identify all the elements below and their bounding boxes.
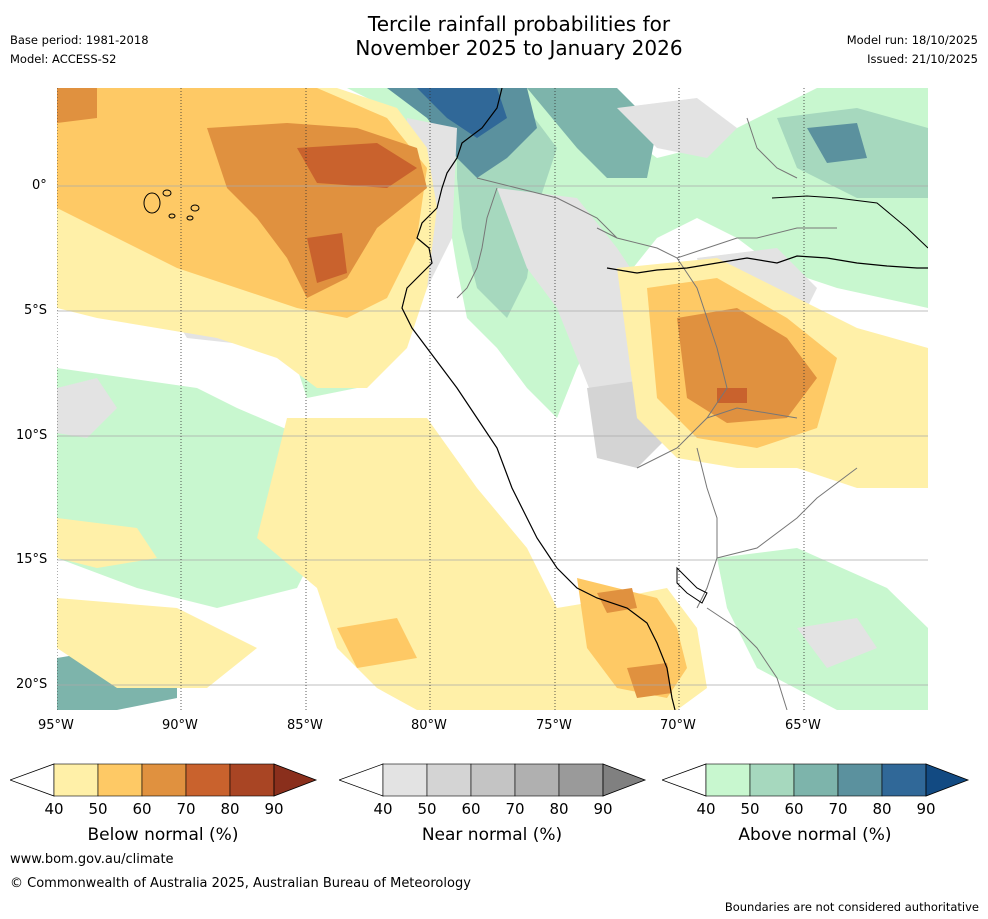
grey-area (797, 618, 877, 668)
below-swatch (273, 763, 318, 797)
below-tick: 70 (176, 800, 196, 818)
above-swatch (881, 763, 927, 797)
map-title: Tercile rainfall probabilities for Novem… (194, 12, 844, 60)
below-swatch (185, 763, 231, 797)
issued-date: Issued: 21/10/2025 (867, 52, 978, 66)
above-normal-title: Above normal (%) (738, 825, 892, 845)
grey-area (617, 98, 737, 158)
below-tick: 40 (44, 800, 64, 818)
yellow-area (337, 618, 417, 668)
above-normal-colorbar (662, 763, 970, 797)
lon-label-75w: 75°W (536, 718, 572, 733)
yellow-area (57, 518, 157, 568)
orange-area (627, 663, 672, 698)
above-tick: 60 (784, 800, 804, 818)
orange-area (297, 143, 417, 188)
near-swatch (470, 763, 516, 797)
lon-label-95w: 95°W (38, 718, 74, 733)
below-normal-title: Below normal (%) (87, 825, 239, 845)
title-line-2: November 2025 to January 2026 (355, 36, 683, 60)
lake-titicaca (676, 566, 708, 604)
near-normal-title: Near normal (%) (421, 825, 563, 845)
near-tick: 80 (549, 800, 569, 818)
near-tick: 90 (593, 800, 613, 818)
lat-label-10s: 10°S (16, 428, 48, 443)
above-tick: 50 (740, 800, 760, 818)
map-canvas (57, 88, 928, 710)
orange-area (57, 88, 97, 123)
below-swatch (229, 763, 275, 797)
near-swatch (602, 763, 647, 797)
near-swatch (558, 763, 604, 797)
lat-label-15s: 15°S (16, 552, 48, 567)
lat-label-0: 0° (32, 178, 47, 193)
model-run: Model run: 18/10/2025 (846, 33, 978, 47)
orange-area (597, 588, 637, 613)
orange-area (307, 233, 347, 283)
above-tick: 70 (828, 800, 848, 818)
grey-area (57, 378, 117, 438)
near-swatch (514, 763, 560, 797)
title-line-1: Tercile rainfall probabilities for (367, 12, 671, 36)
above-swatch (837, 763, 883, 797)
country-boundary (456, 117, 858, 710)
lon-label-85w: 85°W (287, 718, 323, 733)
near-tick: 50 (417, 800, 437, 818)
yellow-area (57, 598, 257, 688)
below-tick: 50 (88, 800, 108, 818)
footer-url[interactable]: www.bom.gov.au/climate (10, 852, 174, 867)
lon-label-80w: 80°W (411, 718, 447, 733)
lon-label-90w: 90°W (162, 718, 198, 733)
above-tick: 40 (696, 800, 716, 818)
above-swatch (749, 763, 795, 797)
above-tick: 80 (872, 800, 892, 818)
below-swatch (141, 763, 187, 797)
lon-label-70w: 70°W (660, 718, 696, 733)
probability-map[interactable] (57, 88, 928, 710)
river (606, 255, 928, 274)
near-swatch (426, 763, 472, 797)
river (771, 195, 928, 249)
coastline (401, 88, 676, 710)
above-swatch (925, 763, 970, 797)
above-swatch (705, 763, 751, 797)
footer-disclaimer: Boundaries are not considered authoritat… (724, 900, 979, 914)
above-swatch (793, 763, 839, 797)
galapagos-islands (143, 189, 200, 221)
below-tick: 80 (220, 800, 240, 818)
below-normal-colorbar (10, 763, 318, 797)
green-area (807, 123, 867, 163)
below-swatch (53, 763, 99, 797)
below-tick: 60 (132, 800, 152, 818)
lon-label-65w: 65°W (785, 718, 821, 733)
base-period: Base period: 1981-2018 (10, 33, 149, 47)
latitude-gridlines (57, 185, 928, 686)
footer-copyright: © Commonwealth of Australia 2025, Austra… (10, 876, 471, 891)
near-tick: 40 (373, 800, 393, 818)
near-tick: 60 (461, 800, 481, 818)
above-tick: 90 (916, 800, 936, 818)
below-swatch (97, 763, 143, 797)
orange-area (677, 308, 817, 423)
near-normal-colorbar (339, 763, 647, 797)
near-swatch (382, 763, 428, 797)
model-name: Model: ACCESS-S2 (10, 52, 117, 66)
near-tick: 70 (505, 800, 525, 818)
lat-label-20s: 20°S (16, 677, 48, 692)
lat-label-5s: 5°S (24, 303, 48, 318)
below-tick: 90 (264, 800, 284, 818)
